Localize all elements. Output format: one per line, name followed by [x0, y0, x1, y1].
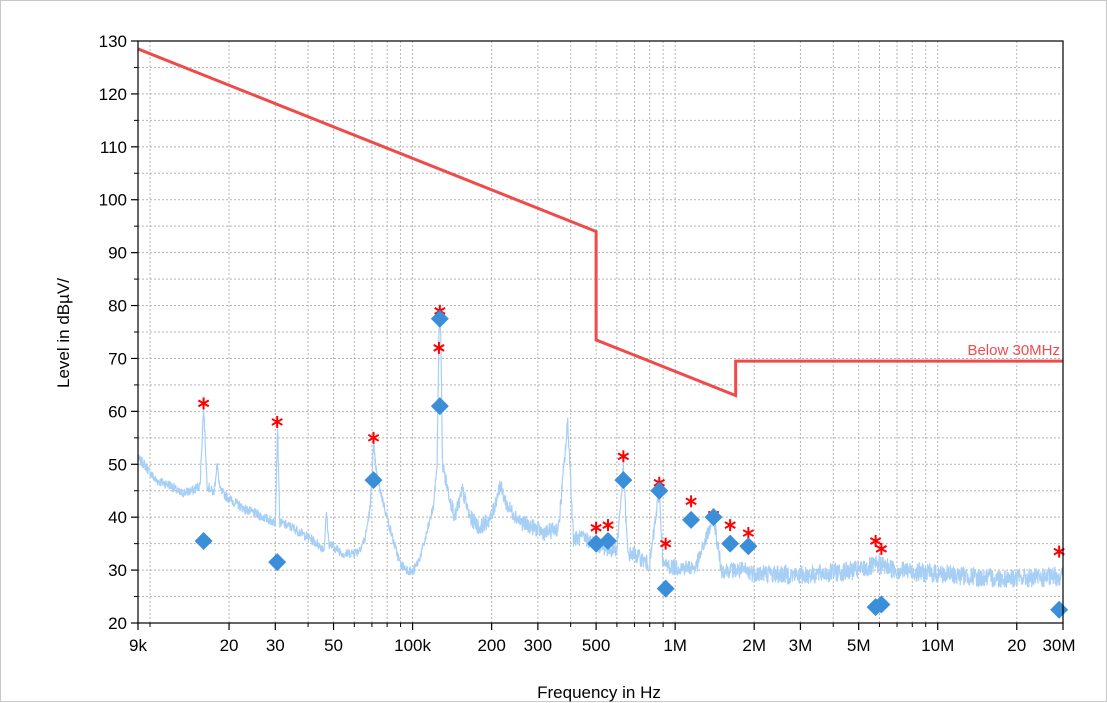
final-marker — [721, 534, 740, 553]
peak-marker — [367, 431, 380, 444]
y-tick-label: 30 — [108, 561, 127, 580]
limit-layer — [137, 47, 1063, 398]
y-tick-label: 40 — [108, 508, 127, 527]
final-marker — [430, 397, 449, 416]
y-tick-label: 130 — [99, 32, 127, 51]
x-tick-label: 9k — [129, 636, 147, 655]
peak-marker-layer — [197, 304, 1065, 558]
y-tick-label: 120 — [99, 85, 127, 104]
y-tick-label: 90 — [108, 244, 127, 263]
plot-border — [137, 40, 1064, 624]
x-axis-title: Frequency in Hz — [537, 683, 661, 702]
x-tick-label: 300 — [524, 636, 552, 655]
y-tick-label: 110 — [100, 138, 127, 157]
peak-marker — [602, 519, 614, 532]
peak-marker — [659, 537, 672, 550]
peak-marker — [875, 542, 888, 555]
grid-layer — [138, 41, 1063, 623]
final-marker — [194, 531, 213, 550]
x-tick-label: 100k — [394, 636, 431, 655]
final-marker — [364, 471, 383, 490]
x-tick-label: 20 — [1007, 636, 1026, 655]
x-tick-label: 2M — [742, 636, 766, 655]
final-marker — [599, 531, 618, 550]
peak-marker — [724, 519, 736, 532]
peak-marker — [197, 397, 210, 410]
final-marker — [268, 553, 287, 572]
axis-layer — [131, 40, 1064, 630]
peak-marker — [685, 495, 697, 508]
peak-marker — [271, 415, 283, 428]
y-tick-label: 80 — [108, 297, 127, 316]
y-tick-label: 100 — [99, 191, 127, 210]
y-tick-label: 20 — [108, 614, 127, 633]
limit-line — [137, 47, 1063, 398]
x-tick-label: 10M — [921, 636, 954, 655]
x-tick-label: 1M — [663, 636, 687, 655]
final-marker — [739, 537, 758, 556]
x-tick-label: 200 — [477, 636, 505, 655]
final-marker — [614, 471, 633, 490]
final-marker — [704, 508, 723, 527]
x-tick-label: 50 — [324, 636, 343, 655]
final-marker — [682, 510, 701, 529]
limit-line-label: Below 30MHz — [967, 342, 1060, 359]
x-tick-label: 30 — [266, 636, 285, 655]
peak-marker — [590, 521, 602, 534]
final-marker — [656, 579, 675, 598]
y-tick-label: 70 — [108, 349, 127, 368]
x-tick-label: 5M — [847, 636, 871, 655]
final-marker — [872, 595, 891, 614]
x-tick-label: 500 — [582, 636, 610, 655]
final-marker-layer — [194, 309, 1069, 619]
peak-marker — [869, 534, 882, 547]
final-marker — [587, 534, 606, 553]
y-tick-label: 50 — [108, 455, 127, 474]
peak-marker — [617, 450, 630, 463]
final-marker — [650, 481, 669, 500]
final-marker — [430, 309, 449, 328]
y-tick-label: 60 — [108, 402, 127, 421]
x-tick-label: 30M — [1042, 636, 1075, 655]
peak-marker — [742, 527, 755, 540]
peak-marker — [433, 341, 445, 354]
y-axis-title: Level in dBµV/ — [54, 278, 73, 388]
final-marker — [1050, 600, 1069, 619]
x-tick-label: 3M — [789, 636, 813, 655]
x-tick-label: 20 — [220, 636, 239, 655]
